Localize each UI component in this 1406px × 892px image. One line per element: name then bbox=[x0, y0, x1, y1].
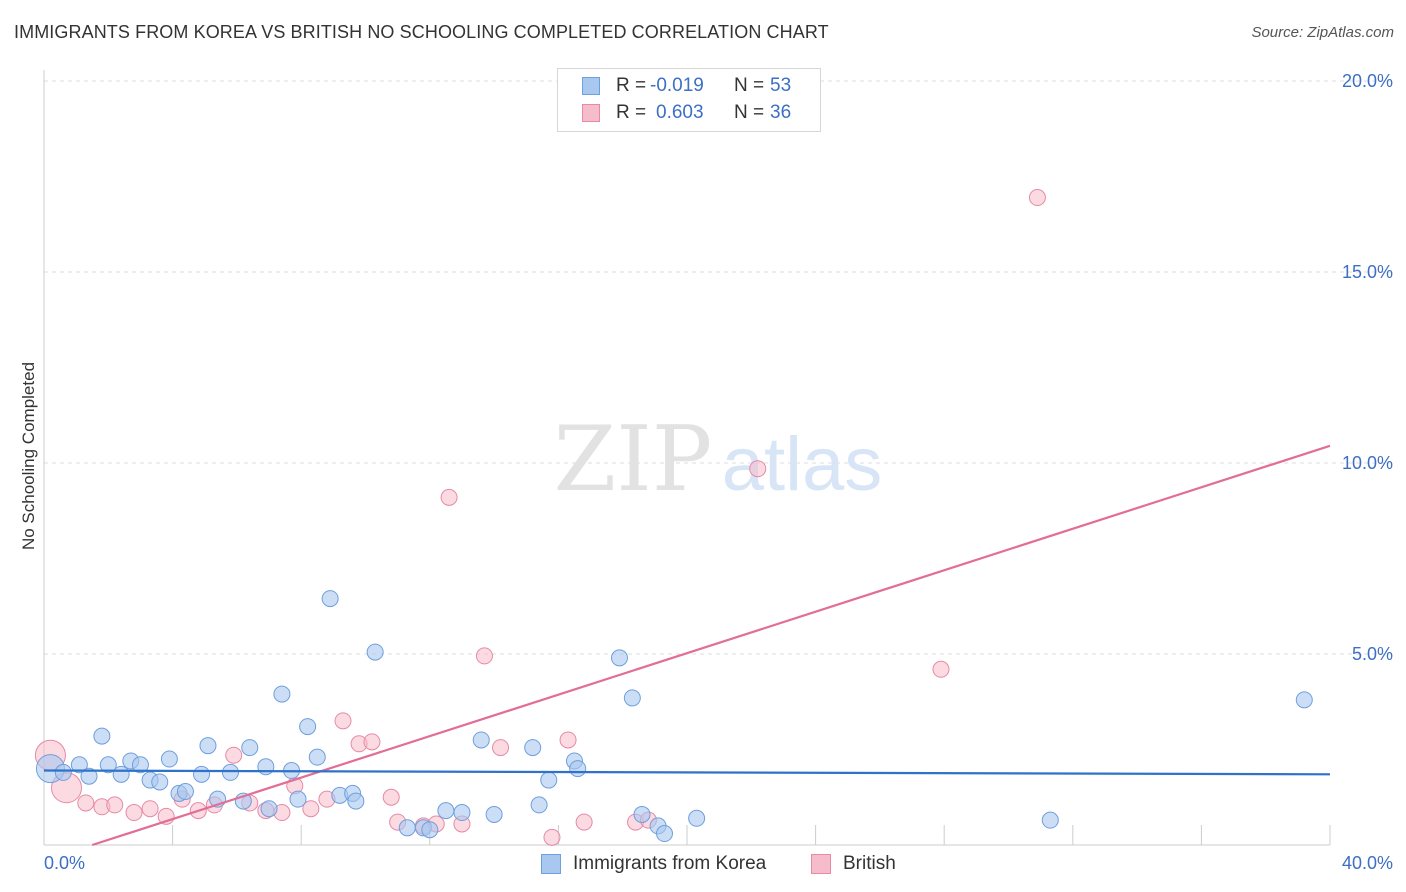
korea-point bbox=[131, 756, 149, 774]
legend-n-label: N = bbox=[734, 102, 765, 123]
korea-point bbox=[398, 819, 416, 837]
korea-point bbox=[93, 727, 111, 745]
korea-points bbox=[35, 590, 1313, 843]
korea-point bbox=[80, 767, 98, 785]
british-point bbox=[440, 488, 458, 506]
british-point bbox=[749, 460, 767, 478]
british-swatch bbox=[811, 854, 831, 874]
korea-point bbox=[1041, 811, 1059, 829]
korea-point bbox=[347, 792, 365, 810]
korea-point bbox=[221, 763, 239, 781]
correlation-legend: R = -0.019 N = 53 R = 0.603 N = 36 bbox=[557, 68, 821, 132]
korea-point bbox=[485, 805, 503, 823]
korea-point bbox=[54, 763, 72, 781]
british-point bbox=[1028, 189, 1046, 207]
british-point bbox=[559, 731, 577, 749]
korea-point bbox=[321, 590, 339, 608]
british-point bbox=[492, 739, 510, 757]
source-label: Source: ZipAtlas.com bbox=[1251, 24, 1394, 41]
y-axis-label: No Schooling Completed bbox=[19, 362, 38, 550]
british-swatch bbox=[582, 104, 600, 122]
british-point bbox=[106, 796, 124, 814]
watermark: ZIP atlas bbox=[554, 407, 883, 512]
korea-point bbox=[299, 718, 317, 736]
korea-point bbox=[260, 800, 278, 818]
korea-point bbox=[160, 750, 178, 768]
british-point bbox=[932, 660, 950, 678]
x-tick-label: 0.0% bbox=[44, 853, 85, 873]
british-point bbox=[77, 794, 95, 812]
legend-r-value: -0.019 bbox=[650, 75, 704, 96]
korea-point bbox=[524, 739, 542, 757]
korea-point bbox=[569, 760, 587, 778]
korea-swatch bbox=[582, 77, 600, 95]
korea-swatch bbox=[541, 854, 561, 874]
korea-point bbox=[472, 731, 490, 749]
korea-trend-line bbox=[43, 769, 1331, 776]
korea-point bbox=[623, 689, 641, 707]
trend-lines bbox=[43, 444, 1331, 847]
korea-point bbox=[688, 809, 706, 827]
gridlines bbox=[44, 80, 1395, 655]
korea-point bbox=[437, 802, 455, 820]
watermark-atlas: atlas bbox=[722, 422, 883, 507]
korea-point bbox=[241, 739, 259, 757]
korea-point bbox=[193, 765, 211, 783]
korea-point bbox=[610, 649, 628, 667]
watermark-zip: ZIP bbox=[554, 407, 713, 512]
british-point bbox=[363, 733, 381, 751]
y-tick-label: 5.0% bbox=[1352, 644, 1393, 664]
korea-point bbox=[273, 685, 291, 703]
korea-point bbox=[70, 756, 88, 774]
korea-point bbox=[366, 643, 384, 661]
tick-labels: 5.0% 10.0% 15.0% 20.0% 0.0% 40.0% bbox=[44, 71, 1393, 873]
british-point bbox=[334, 712, 352, 730]
chart-title: IMMIGRANTS FROM KOREA VS BRITISH NO SCHO… bbox=[14, 22, 829, 42]
korea-point bbox=[421, 821, 439, 839]
british-trend-line bbox=[91, 444, 1331, 847]
legend-r-value: 0.603 bbox=[656, 102, 704, 123]
legend-r-label: R = bbox=[616, 102, 647, 123]
british-point bbox=[225, 746, 243, 764]
korea-point bbox=[308, 748, 326, 766]
korea-point bbox=[633, 805, 651, 823]
korea-point bbox=[199, 737, 217, 755]
y-tick-label: 20.0% bbox=[1342, 71, 1393, 91]
y-tick-label: 15.0% bbox=[1342, 262, 1393, 282]
x-tick-label: 40.0% bbox=[1342, 853, 1393, 873]
british-point bbox=[382, 788, 400, 806]
korea-point bbox=[176, 783, 194, 801]
legend-r-label: R = bbox=[616, 75, 647, 96]
korea-point bbox=[1295, 691, 1313, 709]
legend-n-label: N = bbox=[734, 75, 765, 96]
british-point bbox=[125, 804, 143, 822]
british-point bbox=[543, 828, 561, 846]
korea-point bbox=[257, 758, 275, 776]
korea-point bbox=[540, 771, 558, 789]
korea-point bbox=[99, 756, 117, 774]
legend-n-value: 36 bbox=[770, 102, 792, 123]
korea-point bbox=[453, 804, 471, 822]
korea-point bbox=[151, 773, 169, 791]
korea-point bbox=[112, 765, 130, 783]
british-point bbox=[302, 800, 320, 818]
korea-point bbox=[655, 825, 673, 843]
y-tick-label: 10.0% bbox=[1342, 453, 1393, 473]
british-point bbox=[575, 813, 593, 831]
korea-legend-label: Immigrants from Korea bbox=[573, 853, 767, 874]
korea-point bbox=[530, 796, 548, 814]
british-point bbox=[475, 647, 493, 665]
korea-point bbox=[289, 790, 307, 808]
british-legend-label: British bbox=[843, 853, 896, 874]
legend-n-value: 53 bbox=[770, 75, 792, 96]
british-point bbox=[141, 800, 159, 818]
